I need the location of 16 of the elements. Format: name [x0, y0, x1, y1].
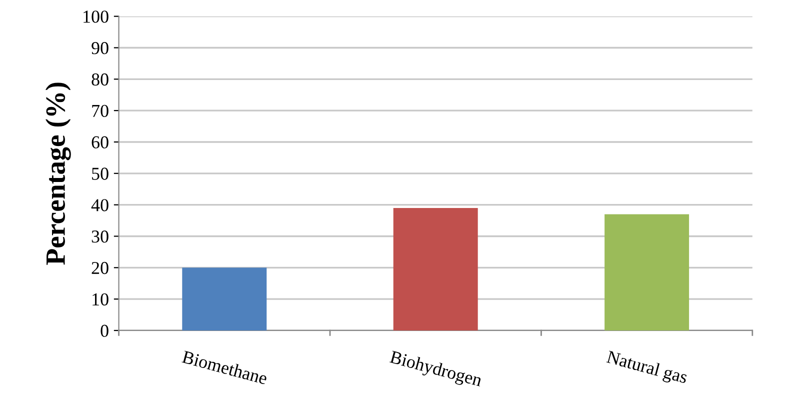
- y-tick-label: 40: [91, 199, 108, 212]
- bar: [182, 268, 267, 330]
- x-tick-label: Natural gas: [605, 350, 688, 388]
- y-tick-label: 60: [92, 136, 108, 148]
- y-tick-label: 50: [92, 168, 108, 180]
- y-tick-label: 90: [92, 42, 108, 54]
- y-tick-label: 20: [92, 262, 108, 274]
- y-tick-label: 0: [100, 324, 108, 337]
- bar: [604, 214, 690, 330]
- y-tick-label: 80: [92, 73, 108, 86]
- y-tick-label: 70: [92, 104, 108, 118]
- y-tick-label: 10: [92, 293, 108, 306]
- bar: [393, 208, 478, 330]
- y-tick-label: 30: [92, 230, 108, 243]
- y-tick-label: 100: [84, 10, 108, 23]
- y-axis-title: Percentage (%): [45, 82, 71, 265]
